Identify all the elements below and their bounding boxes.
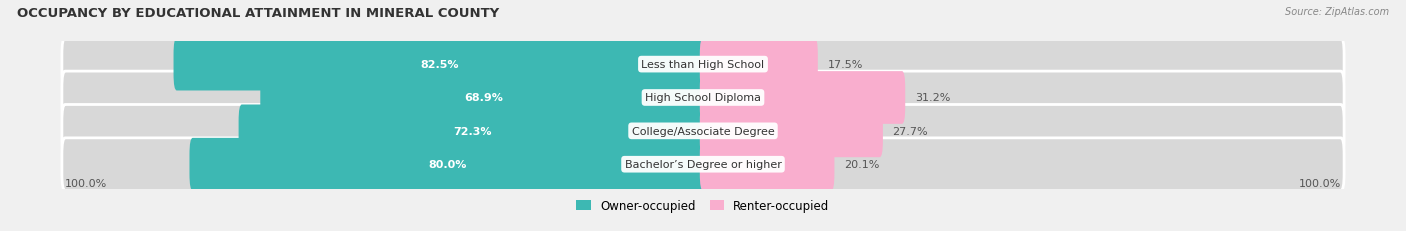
Text: 27.7%: 27.7% [893, 126, 928, 136]
Text: OCCUPANCY BY EDUCATIONAL ATTAINMENT IN MINERAL COUNTY: OCCUPANCY BY EDUCATIONAL ATTAINMENT IN M… [17, 7, 499, 20]
FancyBboxPatch shape [190, 138, 706, 191]
FancyBboxPatch shape [700, 105, 883, 158]
Text: Bachelor’s Degree or higher: Bachelor’s Degree or higher [624, 160, 782, 170]
Text: 20.1%: 20.1% [844, 160, 879, 170]
Text: Source: ZipAtlas.com: Source: ZipAtlas.com [1285, 7, 1389, 17]
Text: College/Associate Degree: College/Associate Degree [631, 126, 775, 136]
FancyBboxPatch shape [173, 39, 706, 91]
Text: 82.5%: 82.5% [420, 60, 460, 70]
Text: Less than High School: Less than High School [641, 60, 765, 70]
FancyBboxPatch shape [62, 105, 1344, 158]
Text: 17.5%: 17.5% [827, 60, 863, 70]
Text: 72.3%: 72.3% [453, 126, 492, 136]
Text: 100.0%: 100.0% [65, 179, 107, 188]
FancyBboxPatch shape [62, 39, 1344, 91]
Text: 100.0%: 100.0% [1299, 179, 1341, 188]
Text: 31.2%: 31.2% [915, 93, 950, 103]
FancyBboxPatch shape [62, 138, 1344, 191]
FancyBboxPatch shape [62, 72, 1344, 124]
Legend: Owner-occupied, Renter-occupied: Owner-occupied, Renter-occupied [572, 196, 834, 216]
Text: 80.0%: 80.0% [429, 160, 467, 170]
FancyBboxPatch shape [239, 105, 706, 158]
Text: High School Diploma: High School Diploma [645, 93, 761, 103]
FancyBboxPatch shape [700, 138, 834, 191]
FancyBboxPatch shape [700, 72, 905, 124]
FancyBboxPatch shape [260, 72, 706, 124]
FancyBboxPatch shape [700, 39, 818, 91]
Text: 68.9%: 68.9% [464, 93, 503, 103]
